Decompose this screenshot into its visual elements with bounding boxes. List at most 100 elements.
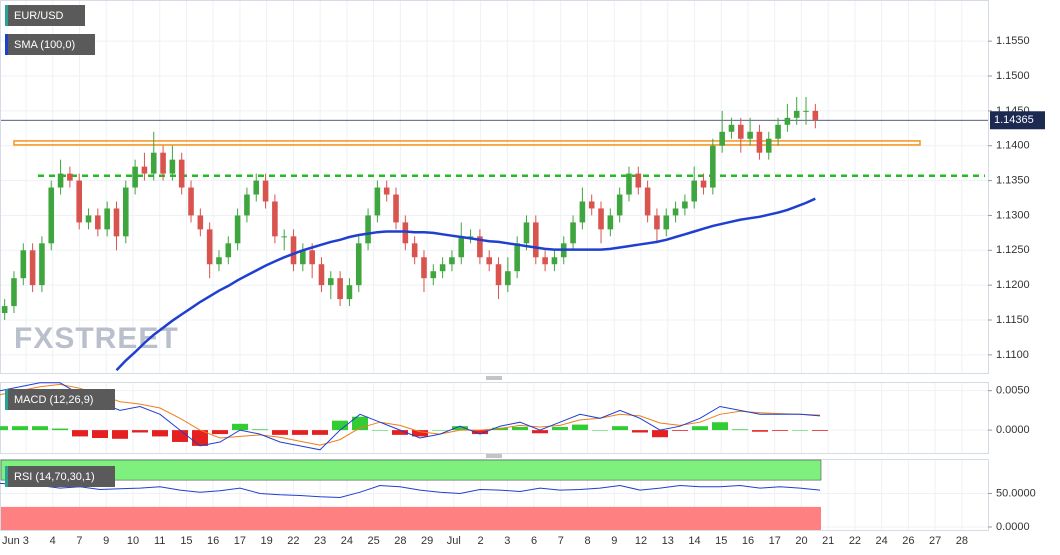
candle-body	[616, 194, 623, 216]
histogram-bar	[72, 430, 88, 437]
histogram-bar	[652, 430, 668, 438]
overbought-band	[0, 459, 822, 481]
legend-stripe	[5, 389, 8, 410]
candle-body	[85, 215, 92, 223]
y-tick-label: 0.0000	[996, 424, 1030, 436]
candle-body	[570, 222, 576, 244]
x-tick-label: 8	[584, 535, 590, 547]
candle-body	[318, 264, 325, 286]
histogram-bar	[472, 430, 488, 435]
candle-body	[178, 159, 185, 188]
candle-body	[141, 166, 148, 174]
candle-body	[505, 271, 511, 286]
candle-body	[150, 152, 157, 174]
y-tick-label: 1.1200	[996, 279, 1030, 291]
x-tick-label: 23	[314, 535, 326, 547]
candle-body	[635, 173, 642, 188]
candle-body	[775, 124, 781, 139]
x-tick-label: 10	[127, 535, 139, 547]
y-tick-label: 1.1150	[996, 314, 1029, 326]
candle-body	[113, 208, 120, 237]
candle-body	[421, 257, 427, 279]
candle-body	[11, 278, 17, 307]
x-tick-label: Jul	[447, 535, 461, 547]
candle-body	[337, 278, 343, 300]
histogram-bar	[92, 430, 108, 439]
panel-handle[interactable]	[484, 375, 504, 380]
candle-body	[225, 243, 232, 258]
x-tick-label: 15	[715, 535, 727, 547]
histogram-bar	[512, 426, 528, 431]
line	[0, 382, 821, 451]
candle-body	[67, 173, 73, 181]
x-tick-label: 29	[421, 535, 433, 547]
candle-body	[551, 257, 558, 265]
line	[0, 482, 821, 499]
candle-body	[738, 124, 744, 139]
x-tick-label: 7	[558, 535, 564, 547]
x-tick-label: 22	[287, 535, 299, 547]
histogram-bar	[292, 430, 308, 435]
candle-body	[244, 194, 250, 216]
x-tick-label: 28	[394, 535, 406, 547]
y-tick-label: 1.1500	[996, 70, 1030, 82]
y-tick-label: 50.0000	[996, 487, 1036, 499]
histogram-bar	[112, 430, 128, 439]
oversold-band	[1, 506, 821, 530]
histogram-bar	[212, 430, 228, 435]
candle-body	[486, 257, 492, 265]
histogram-bar	[772, 430, 788, 431]
x-tick-label: 9	[103, 535, 109, 547]
candle-body	[95, 215, 101, 230]
histogram-bar	[332, 420, 348, 431]
y-tick-label: 1.1300	[996, 209, 1030, 221]
x-tick-label: 15	[180, 535, 192, 547]
candle-body	[253, 180, 260, 195]
x-tick-label: 9	[611, 535, 617, 547]
x-tick-label: 11	[154, 535, 165, 547]
candle-body	[626, 173, 632, 195]
histogram-bar	[132, 430, 148, 433]
candle-body	[710, 145, 716, 188]
histogram-bar	[0, 426, 8, 431]
candle-body	[663, 215, 670, 230]
x-tick-label: 21	[822, 535, 834, 547]
candle-body	[132, 166, 138, 188]
candle-body	[588, 201, 595, 209]
candle-body	[374, 187, 381, 216]
histogram-bar	[232, 423, 248, 431]
candle-body	[812, 110, 819, 120]
candle-body	[449, 257, 455, 265]
candle-body	[430, 271, 437, 279]
candle-body	[691, 180, 697, 202]
candle-body	[76, 180, 82, 223]
x-tick-label: 16	[207, 535, 219, 547]
histogram-bar	[572, 424, 588, 431]
histogram-bar	[592, 430, 608, 431]
candle-body	[728, 124, 735, 132]
histogram-bar	[432, 430, 448, 431]
last-price-box	[990, 111, 1045, 130]
legend-stripe	[5, 34, 8, 55]
panel-handle[interactable]	[484, 454, 504, 459]
histogram-bar	[52, 428, 68, 431]
candle-body	[402, 222, 409, 244]
x-tick-label: 27	[929, 535, 941, 547]
candle-body	[654, 215, 660, 230]
candle-body	[784, 117, 791, 125]
rsi-panel	[0, 459, 989, 531]
x-tick-label: 6	[531, 535, 537, 547]
legend-label: RSI (14,70,30,1)	[14, 471, 95, 483]
candle-body	[439, 264, 446, 272]
candle-body	[393, 194, 399, 223]
last-price-label: 1.14365	[994, 114, 1034, 126]
watermark: FXSTREET	[14, 322, 179, 355]
legend-box	[5, 34, 95, 55]
line	[115, 197, 816, 372]
histogram-bar	[372, 430, 388, 431]
histogram-bar	[812, 430, 828, 431]
candle-body	[48, 187, 55, 244]
x-tick-label: 25	[367, 535, 379, 547]
x-tick-label: 16	[742, 535, 754, 547]
